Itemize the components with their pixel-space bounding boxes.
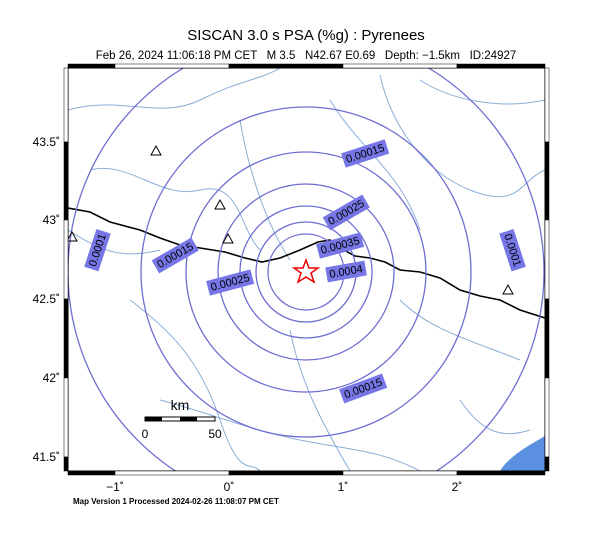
lat-tick-label: 43˚ [43,213,60,227]
contours [68,68,545,471]
lon-tick-label: 1˚ [338,480,349,494]
contour-label-box [325,260,367,283]
stations [68,144,514,295]
scale-label: 0 [142,427,149,441]
contour-label: 0.00015 [341,139,390,168]
contour-label-text: 0.0004 [329,263,364,281]
contour-label-box [341,139,390,168]
contour-label-box [339,373,388,404]
frame-band [114,470,230,476]
contour-label-box [151,237,199,274]
sea [500,436,545,471]
lon-tick-label: 2˚ [452,480,463,494]
contour-label-box [84,228,111,272]
frame-band [63,298,69,379]
frame-band [342,63,458,69]
contour-label: 0.00025 [206,269,255,296]
frame-band [544,141,550,221]
frame-band [63,456,69,472]
scale-title: km [171,397,190,413]
contour-label: 0.00025 [322,194,370,231]
title: SISCAN 3.0 s PSA (%g) : Pyrenees [187,27,425,44]
lat-tick-label: 42.5˚ [33,292,60,306]
frame-band [544,219,550,300]
map-frame [67,67,546,472]
frame-band [63,377,69,458]
frame-band [63,141,69,221]
frame-band [67,470,116,476]
scale-bar: km 0 50 [142,397,222,441]
border [68,207,545,319]
scale-label: 50 [208,427,222,441]
frame-band [456,63,546,69]
lat-tick-label: 42˚ [43,371,60,385]
frame-band [67,63,116,69]
contour-label-box [499,228,526,272]
contour-label-box [322,194,370,231]
frame-band [544,298,550,379]
contour-label-box [316,232,365,259]
lon-tick-label: −1˚ [106,480,124,494]
lon-tick-label: 0˚ [224,480,235,494]
subtitle: Feb 26, 2024 11:06:18 PM CET M 3.5 N42.6… [96,50,517,62]
contour-labels: 0.0001 0.000150.000150.000250.000350.0004… [84,139,526,404]
frame-band [456,470,546,476]
frame-band [544,67,550,143]
frame-band [228,470,344,476]
frame-band [63,67,69,143]
epicenter [291,257,321,284]
footer: Map Version 1 Processed 2024-02-26 11:08… [73,497,279,506]
lat-tick-label: 41.5˚ [33,450,60,464]
map-body [68,68,545,471]
frame-band [544,456,550,472]
lat-tick-label: 43.5˚ [33,135,60,149]
contour-label: 0.0004 [325,260,367,283]
frame-band [114,63,230,69]
contour-label: 0.0001 [499,228,526,272]
frame-band [544,377,550,458]
contour-label-box [206,269,255,296]
contour-label-text: 0.00015 [343,377,384,402]
frame-band [228,63,344,69]
frame-band [63,219,69,300]
frame-bands [63,63,550,476]
frame-band [342,470,458,476]
